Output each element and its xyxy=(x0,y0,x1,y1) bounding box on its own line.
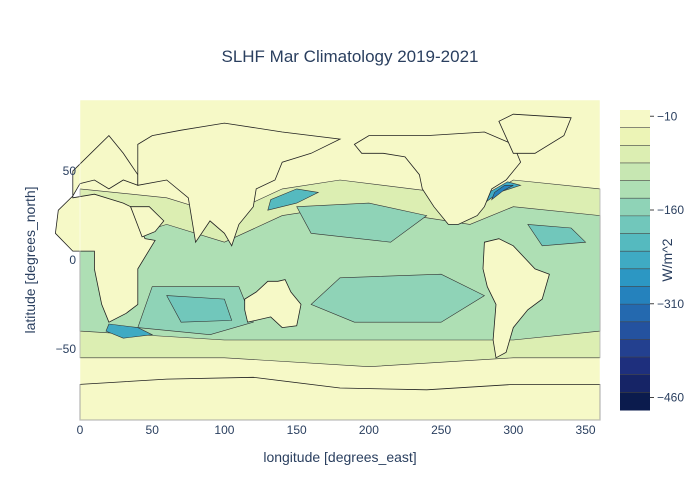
flux-band-3 xyxy=(310,273,486,323)
colorbar-segment xyxy=(620,321,650,340)
x-tick-label: 350 xyxy=(576,423,596,437)
land-south-america xyxy=(482,238,550,359)
colorbar-tick-label: −10 xyxy=(657,109,678,123)
colorbar-segment xyxy=(620,339,650,358)
colorbar-segment xyxy=(620,251,650,270)
x-tick-label: 200 xyxy=(359,423,379,437)
colorbar-segment xyxy=(620,392,650,411)
colorbar-segment xyxy=(620,374,650,393)
colorbar-segment xyxy=(620,127,650,146)
land-masses xyxy=(54,113,601,421)
x-tick-label: 0 xyxy=(77,423,84,437)
colorbar-title: W/m^2 xyxy=(659,238,675,281)
y-tick-label: −50 xyxy=(56,342,77,356)
x-tick-label: 150 xyxy=(287,423,307,437)
plot-frame xyxy=(79,99,601,421)
flux-band-9 xyxy=(491,185,514,201)
colorbar-segment xyxy=(620,215,650,235)
colorbar-segment xyxy=(620,110,650,129)
y-axis-title: latitude [degrees_north] xyxy=(22,186,38,333)
y-axis: −50 0 50 xyxy=(56,164,77,356)
land-asia xyxy=(137,122,342,247)
x-axis: 0 50 100 150 200 250 300 350 xyxy=(77,423,596,437)
colorbar-segment xyxy=(620,198,650,217)
land-arabia xyxy=(130,206,165,238)
colorbar-segment xyxy=(620,162,650,182)
colorbar-segment xyxy=(620,180,650,199)
x-tick-label: 50 xyxy=(146,423,160,437)
colorbar-tick-label: −160 xyxy=(657,203,684,217)
flux-band-5 xyxy=(166,295,233,323)
x-tick-label: 250 xyxy=(431,423,451,437)
colorbar-segment xyxy=(620,286,650,305)
colorbar-tick-label: −460 xyxy=(657,391,684,405)
colorbar-segment xyxy=(620,268,650,287)
colorbar: −10 −160 −310 −460 xyxy=(620,109,684,411)
y-tick-label: 0 xyxy=(69,253,76,267)
plot-area[interactable] xyxy=(54,99,601,421)
y-tick-label: 50 xyxy=(63,164,77,178)
x-tick-label: 100 xyxy=(214,423,234,437)
colorbar-tick-label: −310 xyxy=(657,297,684,311)
x-axis-title: longitude [degrees_east] xyxy=(263,449,416,465)
flux-contours xyxy=(79,179,601,368)
flux-band-7 xyxy=(267,188,320,211)
flux-band-10 xyxy=(105,323,154,339)
land-africa-europe xyxy=(54,135,156,323)
chart-title: SLHF Mar Climatology 2019-2021 xyxy=(221,47,478,66)
flux-band-2 xyxy=(296,202,428,243)
land-north-america xyxy=(353,131,522,225)
land-greenland xyxy=(498,113,572,154)
x-tick-label: 300 xyxy=(503,423,523,437)
land-australia xyxy=(244,279,302,329)
colorbar-segment xyxy=(620,304,650,323)
colorbar-segment xyxy=(620,145,650,164)
flux-band-6 xyxy=(527,224,587,247)
colorbar-segment xyxy=(620,233,650,252)
colorbar-segment xyxy=(620,357,650,376)
